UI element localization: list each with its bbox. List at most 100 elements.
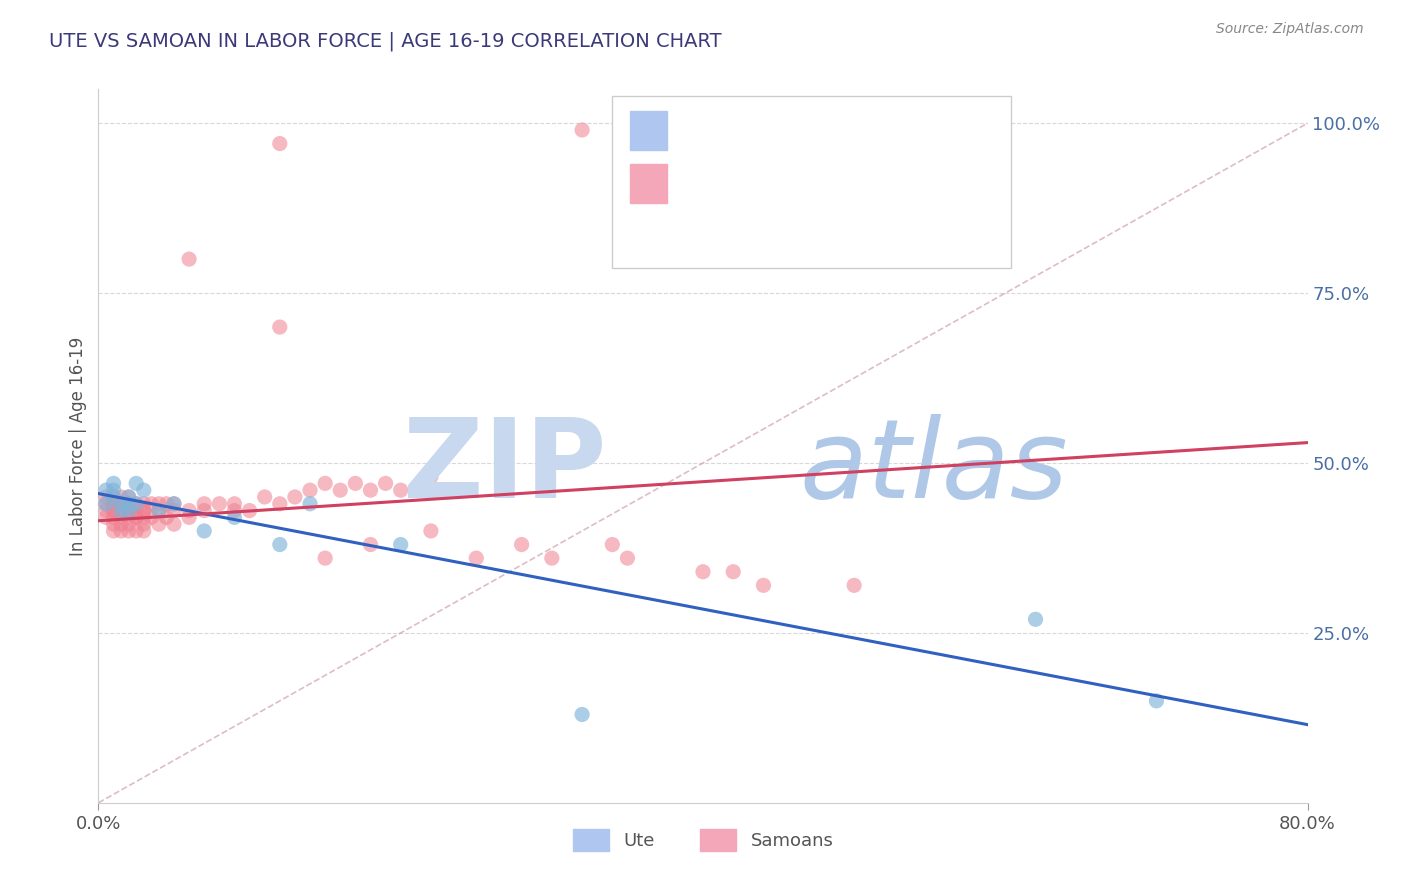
Point <box>118 497 141 511</box>
Point <box>571 123 593 137</box>
Point <box>299 497 322 511</box>
Point <box>329 483 352 498</box>
Point <box>224 503 246 517</box>
Point <box>103 476 125 491</box>
Point <box>571 707 593 722</box>
Text: R =  0.223   N = 78: R = 0.223 N = 78 <box>682 174 865 194</box>
FancyBboxPatch shape <box>630 111 666 150</box>
Point <box>163 497 186 511</box>
Point <box>602 537 624 551</box>
Point <box>132 503 155 517</box>
Point <box>103 497 125 511</box>
Point <box>125 524 148 538</box>
FancyBboxPatch shape <box>630 164 666 203</box>
FancyBboxPatch shape <box>613 96 1011 268</box>
Point <box>125 510 148 524</box>
Point <box>163 503 186 517</box>
Point <box>94 497 117 511</box>
Point <box>155 497 177 511</box>
Point <box>118 490 141 504</box>
Y-axis label: In Labor Force | Age 16-19: In Labor Force | Age 16-19 <box>69 336 87 556</box>
Point <box>118 503 141 517</box>
Point <box>118 497 141 511</box>
Point <box>110 510 132 524</box>
Point <box>103 524 125 538</box>
Point <box>132 524 155 538</box>
Point <box>110 524 132 538</box>
Point <box>1144 694 1167 708</box>
Point <box>193 524 215 538</box>
Text: Source: ZipAtlas.com: Source: ZipAtlas.com <box>1216 22 1364 37</box>
Point <box>132 503 155 517</box>
Point <box>844 578 866 592</box>
Text: UTE VS SAMOAN IN LABOR FORCE | AGE 16-19 CORRELATION CHART: UTE VS SAMOAN IN LABOR FORCE | AGE 16-19… <box>49 31 721 51</box>
Point <box>132 497 155 511</box>
Point <box>94 503 117 517</box>
Point <box>103 497 125 511</box>
Point <box>389 537 412 551</box>
Point <box>269 136 291 151</box>
Point <box>132 517 155 532</box>
Text: R = -0.577   N = 22: R = -0.577 N = 22 <box>682 120 866 140</box>
Point <box>110 503 132 517</box>
Point <box>125 497 148 511</box>
Point <box>224 497 246 511</box>
Point <box>239 503 262 517</box>
Point <box>179 510 201 524</box>
Point <box>125 476 148 491</box>
Point <box>420 469 443 483</box>
Text: ZIP: ZIP <box>404 414 606 521</box>
Point <box>110 497 132 511</box>
Point <box>389 483 412 498</box>
Point <box>103 517 125 532</box>
Point <box>314 476 336 491</box>
Point <box>752 578 775 592</box>
Point <box>103 483 125 498</box>
Point <box>118 490 141 504</box>
Text: atlas: atlas <box>800 414 1069 521</box>
Point <box>224 510 246 524</box>
Point <box>110 497 132 511</box>
Point <box>616 184 638 198</box>
Point <box>118 517 141 532</box>
Point <box>269 497 291 511</box>
Point <box>94 490 117 504</box>
Point <box>344 476 367 491</box>
Point <box>132 483 155 498</box>
Point <box>540 551 562 566</box>
Point <box>510 537 533 551</box>
Point <box>616 551 638 566</box>
Point <box>110 490 132 504</box>
Point <box>269 320 291 334</box>
Point <box>163 497 186 511</box>
Point <box>374 476 396 491</box>
Point <box>94 497 117 511</box>
Point <box>148 497 170 511</box>
Legend: Ute, Samoans: Ute, Samoans <box>565 822 841 858</box>
Point <box>118 503 141 517</box>
Point <box>360 537 382 551</box>
Point <box>420 524 443 538</box>
Point <box>299 483 322 498</box>
Point <box>284 490 307 504</box>
Point <box>163 517 186 532</box>
Point <box>723 565 745 579</box>
Point <box>193 503 215 517</box>
Point <box>314 551 336 566</box>
Point <box>94 510 117 524</box>
Point <box>132 510 155 524</box>
Point <box>208 497 231 511</box>
Point <box>125 503 148 517</box>
Point <box>193 497 215 511</box>
Point <box>253 490 276 504</box>
Point <box>103 503 125 517</box>
Point <box>148 503 170 517</box>
Point <box>692 565 714 579</box>
Point <box>179 252 201 266</box>
Point <box>141 510 163 524</box>
Point <box>179 503 201 517</box>
Point <box>110 517 132 532</box>
Point <box>118 503 141 517</box>
Point <box>360 483 382 498</box>
Point <box>103 510 125 524</box>
